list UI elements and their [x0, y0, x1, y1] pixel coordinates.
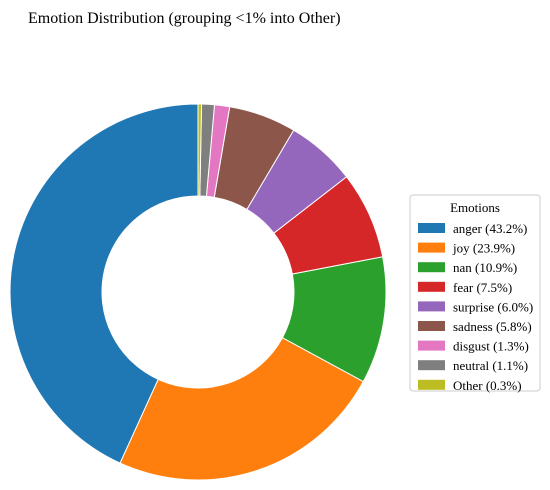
slice-joy [119, 337, 364, 481]
legend-label-anger: anger (43.2%) [453, 221, 527, 236]
slice-anger [9, 103, 199, 464]
legend-label-fear: fear (7.5%) [453, 280, 512, 295]
legend-items: anger (43.2%) joy (23.9%) nan (10.9%) fear … [418, 221, 533, 393]
legend-swatch-nan [418, 262, 445, 273]
legend-label-other: Other (0.3%) [453, 378, 522, 393]
legend-swatch-fear [418, 281, 445, 292]
legend-swatch-anger [418, 223, 445, 233]
legend-label-surprise: surprise (6.0%) [453, 299, 533, 314]
legend-swatch-surprise [418, 301, 445, 312]
legend-title: Emotions [450, 200, 500, 215]
legend: Emotions anger (43.2%) joy (23.9%) nan (10… [409, 194, 541, 393]
legend-swatch-disgust [418, 340, 445, 351]
legend-label-nan: nan (10.9%) [453, 260, 517, 275]
legend-label-sadness: sadness (5.8%) [453, 319, 532, 334]
legend-swatch-neutral [418, 360, 445, 371]
chart-title: Emotion Distribution (grouping <1% into … [28, 10, 341, 27]
slice-other [197, 103, 203, 197]
legend-label-disgust: disgust (1.3%) [453, 339, 529, 354]
donut-slices [9, 103, 387, 481]
legend-swatch-other [418, 379, 445, 390]
legend-label-neutral: neutral (1.1%) [453, 358, 528, 373]
legend-label-joy: joy (23.9%) [452, 241, 515, 256]
legend-swatch-joy [418, 242, 445, 253]
legend-swatch-sadness [418, 321, 445, 331]
